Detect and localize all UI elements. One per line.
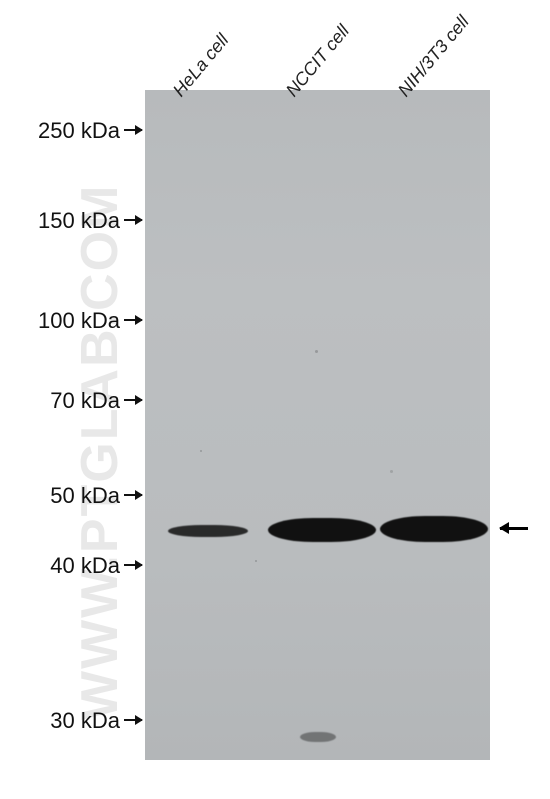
marker-arrow-icon — [124, 399, 142, 401]
band-lane2-minor — [300, 732, 336, 742]
marker-arrow-icon — [124, 494, 142, 496]
lane-label-3: NIH/3T3 cell — [394, 12, 474, 101]
western-blot-figure: WWW.PTGLAB.COM HeLa cell NCCIT cell NIH/… — [0, 0, 550, 799]
lane-label-2: NCCIT cell — [282, 21, 354, 101]
watermark-text: WWW.PTGLAB.COM — [70, 184, 130, 720]
band-lane2 — [268, 518, 376, 542]
band-lane3 — [380, 516, 488, 542]
target-band-arrow-icon — [500, 527, 528, 530]
band-lane1 — [168, 525, 248, 537]
marker-arrow-icon — [124, 219, 142, 221]
marker-150: 150 kDa — [38, 208, 120, 234]
marker-50: 50 kDa — [50, 483, 120, 509]
marker-250: 250 kDa — [38, 118, 120, 144]
marker-arrow-icon — [124, 129, 142, 131]
marker-40: 40 kDa — [50, 553, 120, 579]
blot-membrane — [145, 90, 490, 760]
marker-arrow-icon — [124, 719, 142, 721]
marker-30: 30 kDa — [50, 708, 120, 734]
marker-70: 70 kDa — [50, 388, 120, 414]
marker-arrow-icon — [124, 564, 142, 566]
marker-arrow-icon — [124, 319, 142, 321]
marker-100: 100 kDa — [38, 308, 120, 334]
